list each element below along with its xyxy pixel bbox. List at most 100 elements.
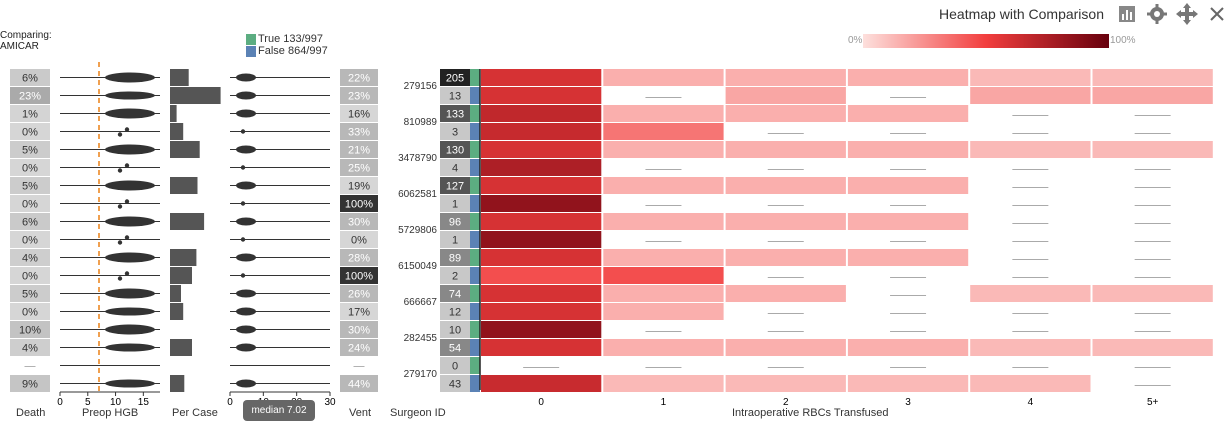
heat-cell (603, 249, 724, 266)
vent-value: 100% (345, 271, 373, 283)
heat-cell (603, 285, 724, 302)
count-value: 74 (449, 289, 461, 301)
case-violin (236, 91, 256, 100)
count-cell (440, 231, 470, 248)
death-cell (10, 339, 50, 356)
vent-cell (340, 249, 378, 266)
false-strip (470, 87, 480, 104)
death-cell (10, 249, 50, 266)
heat-cell (847, 177, 969, 194)
per-case-bar (170, 69, 189, 86)
death-cell (10, 159, 50, 176)
vent-value: 100% (345, 199, 373, 211)
preop-violin (105, 144, 155, 155)
vent-cell (340, 321, 378, 338)
count-cell (440, 285, 470, 302)
color-scale-max: 100% (1110, 35, 1136, 46)
case-point (240, 273, 246, 278)
preop-point (117, 276, 123, 281)
death-cell (10, 267, 50, 284)
count-value: 1 (452, 235, 458, 247)
count-cell (440, 249, 470, 266)
count-cell (440, 159, 470, 176)
heatmap-column-label: 3 (905, 397, 911, 408)
heat-cell (725, 339, 846, 356)
death-cell (10, 321, 50, 338)
heatmap-column-label: 1 (661, 397, 667, 408)
heat-cell (970, 141, 1091, 158)
heat-cell (847, 213, 969, 230)
comparing-title: Comparing: (0, 30, 52, 41)
surgeon-id-label: 6150049 (398, 261, 437, 272)
bar-chart-icon[interactable] (1116, 3, 1138, 25)
case-violin (236, 109, 256, 118)
false-strip (470, 267, 480, 284)
preop-point (124, 199, 130, 204)
death-cell (10, 195, 50, 212)
death-value: 0% (22, 199, 38, 211)
count-value: 205 (446, 73, 464, 85)
vent-value: 30% (348, 217, 370, 229)
vent-cell (340, 123, 378, 140)
heat-cell (603, 105, 724, 122)
preop-point (124, 271, 130, 276)
vent-value: 16% (348, 109, 370, 121)
legend: True 133/997 False 864/997 (246, 33, 328, 57)
death-cell (10, 285, 50, 302)
true-strip (470, 357, 480, 374)
false-strip (470, 123, 480, 140)
vent-value: 0% (351, 235, 367, 247)
heat-cell (481, 285, 602, 302)
vent-value: 21% (348, 145, 370, 157)
heat-cell (481, 141, 602, 158)
heat-cell (970, 69, 1091, 86)
heat-cell (603, 375, 724, 392)
per-case-bar (170, 213, 205, 230)
case-point (240, 201, 246, 206)
move-arrows-icon[interactable] (1176, 3, 1198, 25)
preop-point (117, 132, 123, 137)
count-value: 2 (452, 271, 458, 283)
vent-value: 26% (348, 289, 370, 301)
death-value: 4% (22, 253, 38, 265)
heat-cell (847, 69, 969, 86)
count-cell (440, 321, 470, 338)
death-value: 6% (22, 73, 38, 85)
preop-violin (105, 343, 155, 352)
heat-cell (481, 375, 602, 392)
chart-title: Heatmap with Comparison (939, 6, 1104, 22)
preop-axis-tick-label: 0 (57, 397, 63, 408)
vent-column-label: Vent (349, 407, 372, 419)
death-value: 9% (22, 379, 38, 391)
gear-icon[interactable] (1146, 3, 1168, 25)
heat-cell (481, 231, 602, 248)
count-value: 130 (446, 145, 464, 157)
count-cell (440, 177, 470, 194)
heatmap-column-label: 2 (783, 397, 789, 408)
surgeon-id-label: 810989 (404, 117, 438, 128)
count-cell (440, 105, 470, 122)
vent-cell (340, 375, 378, 392)
vent-cell (340, 339, 378, 356)
death-value: 0% (22, 271, 38, 283)
preop-violin (105, 72, 155, 83)
heat-cell (481, 321, 602, 338)
preop-hgb-column-label: Preop HGB (82, 407, 139, 419)
heat-cell (1092, 87, 1213, 104)
death-value: 5% (22, 145, 38, 157)
preop-violin (105, 91, 155, 100)
case-violin (236, 343, 256, 352)
death-cell (10, 87, 50, 104)
death-value: 0% (22, 163, 38, 175)
per-case-bar (170, 87, 221, 104)
close-icon[interactable] (1206, 3, 1228, 25)
heat-cell (970, 87, 1091, 104)
case-violin (236, 307, 256, 316)
heat-cell (603, 69, 724, 86)
death-cell (10, 213, 50, 230)
count-cell (440, 69, 470, 86)
true-strip (470, 177, 480, 194)
case-violin (236, 145, 256, 154)
heat-cell (847, 339, 969, 356)
comparing-value: AMICAR (0, 41, 39, 52)
